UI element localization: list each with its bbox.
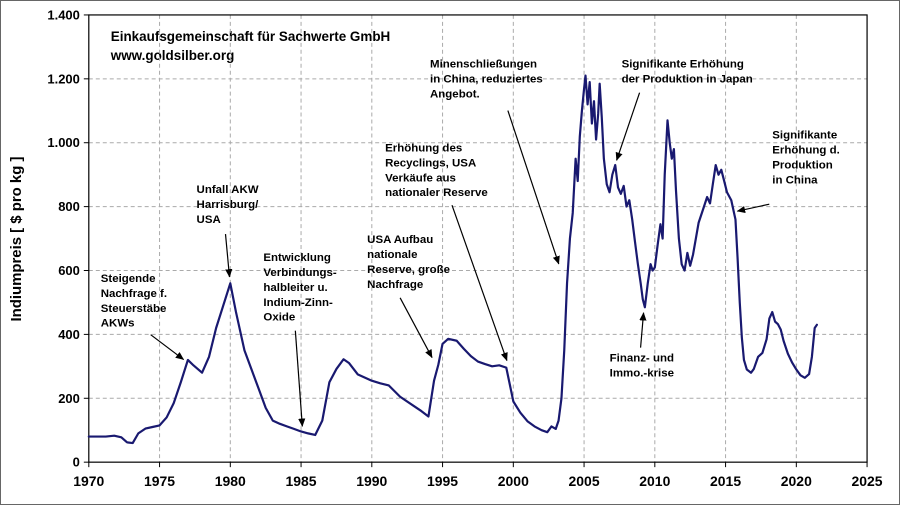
y-tick-label: 200 [58, 391, 80, 406]
y-tick-label: 0 [73, 455, 80, 470]
annotation-finanz-immo-krise: Finanz- und Immo.-krise [610, 353, 674, 380]
chart-title: Einkaufsgemeinschaft für Sachwerte GmbH [111, 29, 391, 44]
y-tick-label: 800 [58, 199, 80, 214]
annotation-arrow-produktion-japan [615, 92, 641, 161]
x-tick-label: 1985 [286, 473, 317, 489]
plot-border [88, 14, 868, 463]
y-axis-title: Indiumpreis [ $ pro kg ] [8, 157, 25, 322]
x-tick-label: 1975 [144, 473, 175, 489]
x-tick-label: 1995 [427, 473, 458, 489]
annotation-arrow-erhoehung-recycling [451, 204, 508, 362]
y-tick-label: 1.000 [47, 135, 79, 150]
x-tick-label: 2010 [639, 473, 670, 489]
y-tick-label: 400 [58, 327, 80, 342]
annotation-arrow-entwicklung-indium-zinn-oxide [294, 330, 306, 427]
x-tick-label: 2020 [781, 473, 812, 489]
annotation-unfall-akw-harrisburg: Unfall AKW Harrisburg/USA [197, 184, 260, 226]
price-line [87, 74, 818, 445]
x-tick-label: 2015 [710, 473, 741, 489]
annotation-arrow-produktion-china [736, 203, 770, 214]
y-tick-label: 600 [58, 263, 80, 278]
x-tick-label: 2005 [569, 473, 600, 489]
annotation-entwicklung-indium-zinn-oxide: Entwicklung Verbindungs-halbleiter u. Indi… [263, 252, 336, 324]
x-tick-label: 2000 [498, 473, 529, 489]
annotation-arrow-unfall-akw-harrisburg [224, 234, 233, 278]
annotation-erhoehung-recycling: Erhöhung des Recyclings, USA Verkäufe aus n… [385, 142, 488, 199]
x-tick-label: 2025 [852, 473, 883, 489]
annotation-arrow-usa-aufbau-reserve [399, 297, 433, 359]
annotation-minenschliessungen-china: Minenschließungen in China, reduziertes An… [430, 59, 543, 101]
y-tick-label: 1.400 [47, 7, 79, 22]
chart-subtitle-url: www.goldsilber.org [110, 48, 235, 63]
plot-area: 0 200 400 600 800 1.000 1.200 1.400 1970 1975 1980… [47, 7, 882, 489]
annotation-produktion-japan: Signifikante Erhöhung der Produktion in J… [622, 59, 753, 86]
annotation-usa-aufbau-reserve: USA Aufbau nationale Reserve, große Nachfra… [367, 234, 450, 291]
y-tick-label: 1.200 [47, 71, 79, 86]
x-tick-label: 1990 [356, 473, 387, 489]
annotation-steigende-nachfrage-akw: Steigende Nachfrage f. Steuerstäbe AKWs [101, 273, 167, 330]
annotation-arrow-steigende-nachfrage-akw [150, 334, 185, 361]
annotation-produktion-china: Signifikante Erhöhung d. Produktion in Chin… [772, 129, 839, 186]
annotation-arrow-minenschliessungen-china [507, 110, 560, 265]
annotation-arrow-finanz-immo-krise [639, 312, 647, 348]
x-tick-label: 1980 [215, 473, 246, 489]
x-tick-label: 1970 [73, 473, 104, 489]
